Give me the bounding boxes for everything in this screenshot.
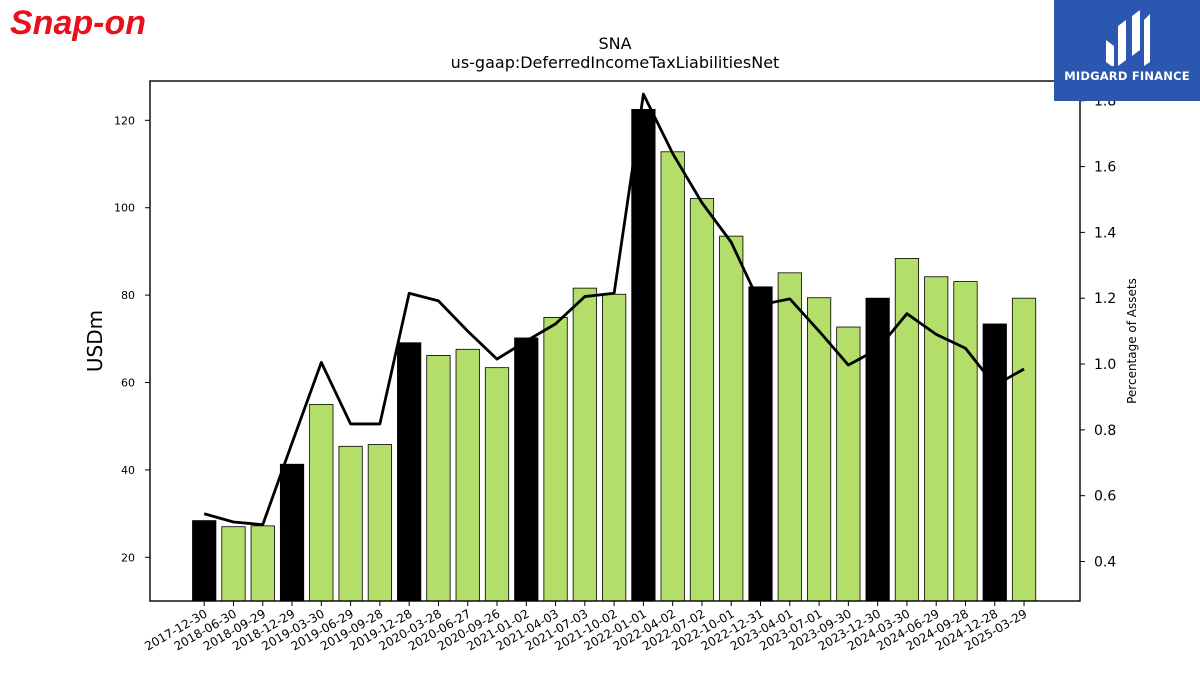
bar-2020-06-27 <box>455 348 480 602</box>
y2-tick-label: 1.4 <box>1094 225 1116 241</box>
bar-2022-04-02 <box>660 151 685 602</box>
chart-title: SNA <box>598 34 631 53</box>
plot-frame <box>149 80 1081 602</box>
left-axis: 20 40 60 80 100 120 <box>114 114 150 564</box>
badge-label: MIDGARD FINANCE <box>1064 69 1190 83</box>
bar-2021-07-03 <box>572 287 597 602</box>
bar-2022-01-01 <box>631 109 656 602</box>
bar-2022-07-02 <box>689 198 715 602</box>
right-axis: 0.40.60.81.01.21.41.61.8 <box>1080 94 1116 571</box>
bar-2018-09-29 <box>250 525 275 602</box>
y-axis-label: USDm <box>83 310 107 372</box>
bar-2024-12-28 <box>982 323 1007 602</box>
bar-2019-12-28 <box>397 342 422 602</box>
y2-tick-label: 1.2 <box>1094 291 1116 307</box>
y-tick-label: 40 <box>121 464 135 477</box>
bar-2021-10-02 <box>602 293 627 602</box>
bar-2019-03-30 <box>309 403 334 602</box>
bar-2024-09-28 <box>953 281 978 602</box>
bar-2023-07-01 <box>806 297 832 602</box>
bar-2018-06-30 <box>221 526 246 602</box>
bar-2020-03-28 <box>426 355 451 602</box>
y2-tick-label: 0.6 <box>1094 489 1116 505</box>
bar-2022-12-31 <box>748 286 773 602</box>
chart-subtitle: us-gaap:DeferredIncomeTaxLiabilitiesNet <box>451 53 780 72</box>
y-tick-label: 120 <box>114 114 135 127</box>
y2-tick-label: 1.0 <box>1094 357 1116 373</box>
x-axis: 2017-12-302018-06-302018-09-292018-12-29… <box>142 601 1030 653</box>
y-tick-label: 100 <box>114 202 135 215</box>
bar-2019-09-28 <box>367 444 392 602</box>
bar-2021-01-02 <box>514 337 539 602</box>
snap-on-logo: Snap-on <box>10 4 146 42</box>
midgard-logo-icon <box>1106 10 1150 66</box>
y2-axis-label: Percentage of Assets <box>1125 278 1139 404</box>
percentage-line <box>203 92 1025 527</box>
bar-2024-03-30 <box>894 258 920 602</box>
y2-tick-label: 0.4 <box>1094 555 1116 571</box>
y-tick-label: 80 <box>121 289 135 302</box>
bar-2023-09-30 <box>836 326 861 602</box>
bar-2018-12-29 <box>279 463 305 602</box>
y-tick-label: 60 <box>121 377 135 390</box>
bar-2019-06-29 <box>338 445 363 602</box>
bar-2023-12-30 <box>865 297 890 602</box>
bar-2020-09-26 <box>484 367 510 602</box>
bar-2021-04-03 <box>543 316 568 602</box>
y2-tick-label: 0.8 <box>1094 423 1116 439</box>
y2-tick-label: 1.6 <box>1094 160 1116 176</box>
bar-series <box>192 109 1037 602</box>
logo-text: Snap-on <box>10 4 146 42</box>
bar-2025-03-29 <box>1011 297 1037 602</box>
bar-2023-04-01 <box>777 272 802 602</box>
bar-2022-10-01 <box>719 235 744 602</box>
bar-2024-06-29 <box>924 276 949 602</box>
y-tick-label: 20 <box>121 551 135 564</box>
bar-2017-12-30 <box>192 520 217 602</box>
midgard-finance-badge: MIDGARD FINANCE <box>1054 0 1200 101</box>
